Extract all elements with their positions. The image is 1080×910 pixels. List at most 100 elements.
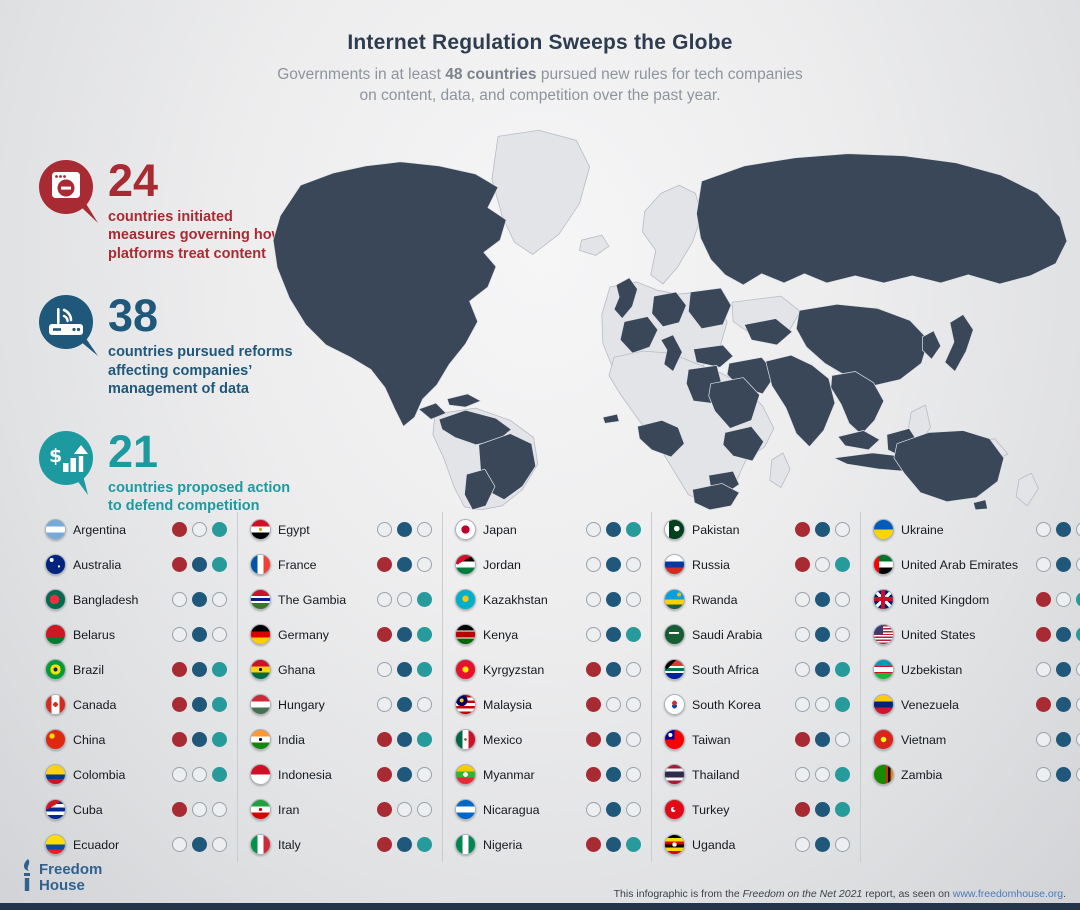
content-dot-filled [1036,697,1051,712]
flag-icon [250,624,271,645]
content-dot-filled [795,732,810,747]
country-row: Mexico [455,722,641,757]
competition-dot-empty [835,732,850,747]
competition-dot-empty [835,592,850,607]
flag-icon [250,834,271,855]
country-name: Uzbekistan [901,662,963,677]
content-dot-empty [586,802,601,817]
data-dot-filled [606,557,621,572]
competition-dot-filled [212,732,227,747]
category-dots [586,522,641,537]
country-name: Saudi Arabia [692,627,763,642]
flag-icon [45,729,66,750]
flag-icon [455,659,476,680]
content-dot-filled [1036,592,1051,607]
content-dot-filled [586,767,601,782]
competition-dot-filled [835,802,850,817]
category-dots [586,837,641,852]
data-dot-empty [192,522,207,537]
data-dot-empty [815,697,830,712]
content-dot-empty [377,592,392,607]
attribution-middle: report, as seen on [862,888,953,900]
content-dot-empty [586,627,601,642]
content-dot-empty [1036,522,1051,537]
data-dot-empty [397,592,412,607]
competition-dot-empty [626,662,641,677]
country-row: South Korea [664,687,850,722]
category-dots [795,697,850,712]
country-name: Germany [278,627,329,642]
competition-dot-empty [1076,557,1080,572]
country-name: Kazakhstan [483,592,548,607]
country-name: Cuba [73,802,103,817]
category-dots [795,522,850,537]
category-dots [586,697,641,712]
category-dots [1036,557,1080,572]
category-dots [377,627,432,642]
country-name: Colombia [73,767,126,782]
country-name: India [278,732,305,747]
country-row: India [250,722,432,757]
subtitle-prefix: Governments in at least [277,66,446,83]
competition-dot-empty [1076,697,1080,712]
data-dot-filled [397,697,412,712]
content-dot-filled [172,802,187,817]
competition-dot-filled [212,662,227,677]
data-dot-filled [397,627,412,642]
category-dots [586,592,641,607]
category-dots [586,802,641,817]
stat-competition-value: 21 [108,425,159,477]
country-column: Japan Jordan Kazakhstan Kenya Kyrgyzstan Mala… [455,512,652,862]
country-name: The Gambia [278,592,347,607]
flag-icon [455,834,476,855]
subtitle-line2: on content, data, and competition over t… [359,87,721,105]
countries-grid: Argentina Australia Bangladesh Belarus Brazi… [45,512,1080,862]
category-dots [795,557,850,572]
data-dot-filled [397,837,412,852]
content-dot-empty [1036,732,1051,747]
flag-icon [455,554,476,575]
country-name: Malaysia [483,697,532,712]
content-dot-filled [1036,627,1051,642]
country-name: Rwanda [692,592,738,607]
content-dot-empty [795,837,810,852]
content-dot-empty [377,697,392,712]
category-dots [795,802,850,817]
country-name: Italy [278,837,301,852]
content-dot-empty [172,627,187,642]
country-name: Iran [278,802,300,817]
country-row: Turkey [664,792,850,827]
flag-icon [873,624,894,645]
country-row: Kyrgyzstan [455,652,641,687]
competition-dot-filled [835,767,850,782]
competition-dot-filled [417,627,432,642]
torch-icon [20,858,34,897]
country-name: Nicaragua [483,802,540,817]
country-row: Colombia [45,757,227,792]
country-row: Germany [250,617,432,652]
country-row: Ecuador [45,827,227,862]
content-dot-empty [795,697,810,712]
competition-dot-filled [1076,627,1080,642]
category-dots [795,592,850,607]
category-dots [586,767,641,782]
country-name: Vietnam [901,732,947,747]
competition-dot-empty [417,802,432,817]
content-dot-filled [795,557,810,572]
country-name: Brazil [73,662,104,677]
competition-dot-filled [212,697,227,712]
category-dots [377,662,432,677]
data-dot-filled [1056,662,1071,677]
competition-dot-empty [626,592,641,607]
bottom-accent-bar [0,903,1080,910]
country-name: United Kingdom [901,592,990,607]
data-dot-empty [192,802,207,817]
subtitle-suffix: pursued new rules for tech companies [536,66,803,83]
competition-dot-empty [1076,522,1080,537]
country-name: Bangladesh [73,592,139,607]
competition-dot-empty [212,802,227,817]
competition-dot-filled [626,627,641,642]
flag-icon [455,624,476,645]
attribution-link[interactable]: www.freedomhouse.org [952,888,1064,900]
